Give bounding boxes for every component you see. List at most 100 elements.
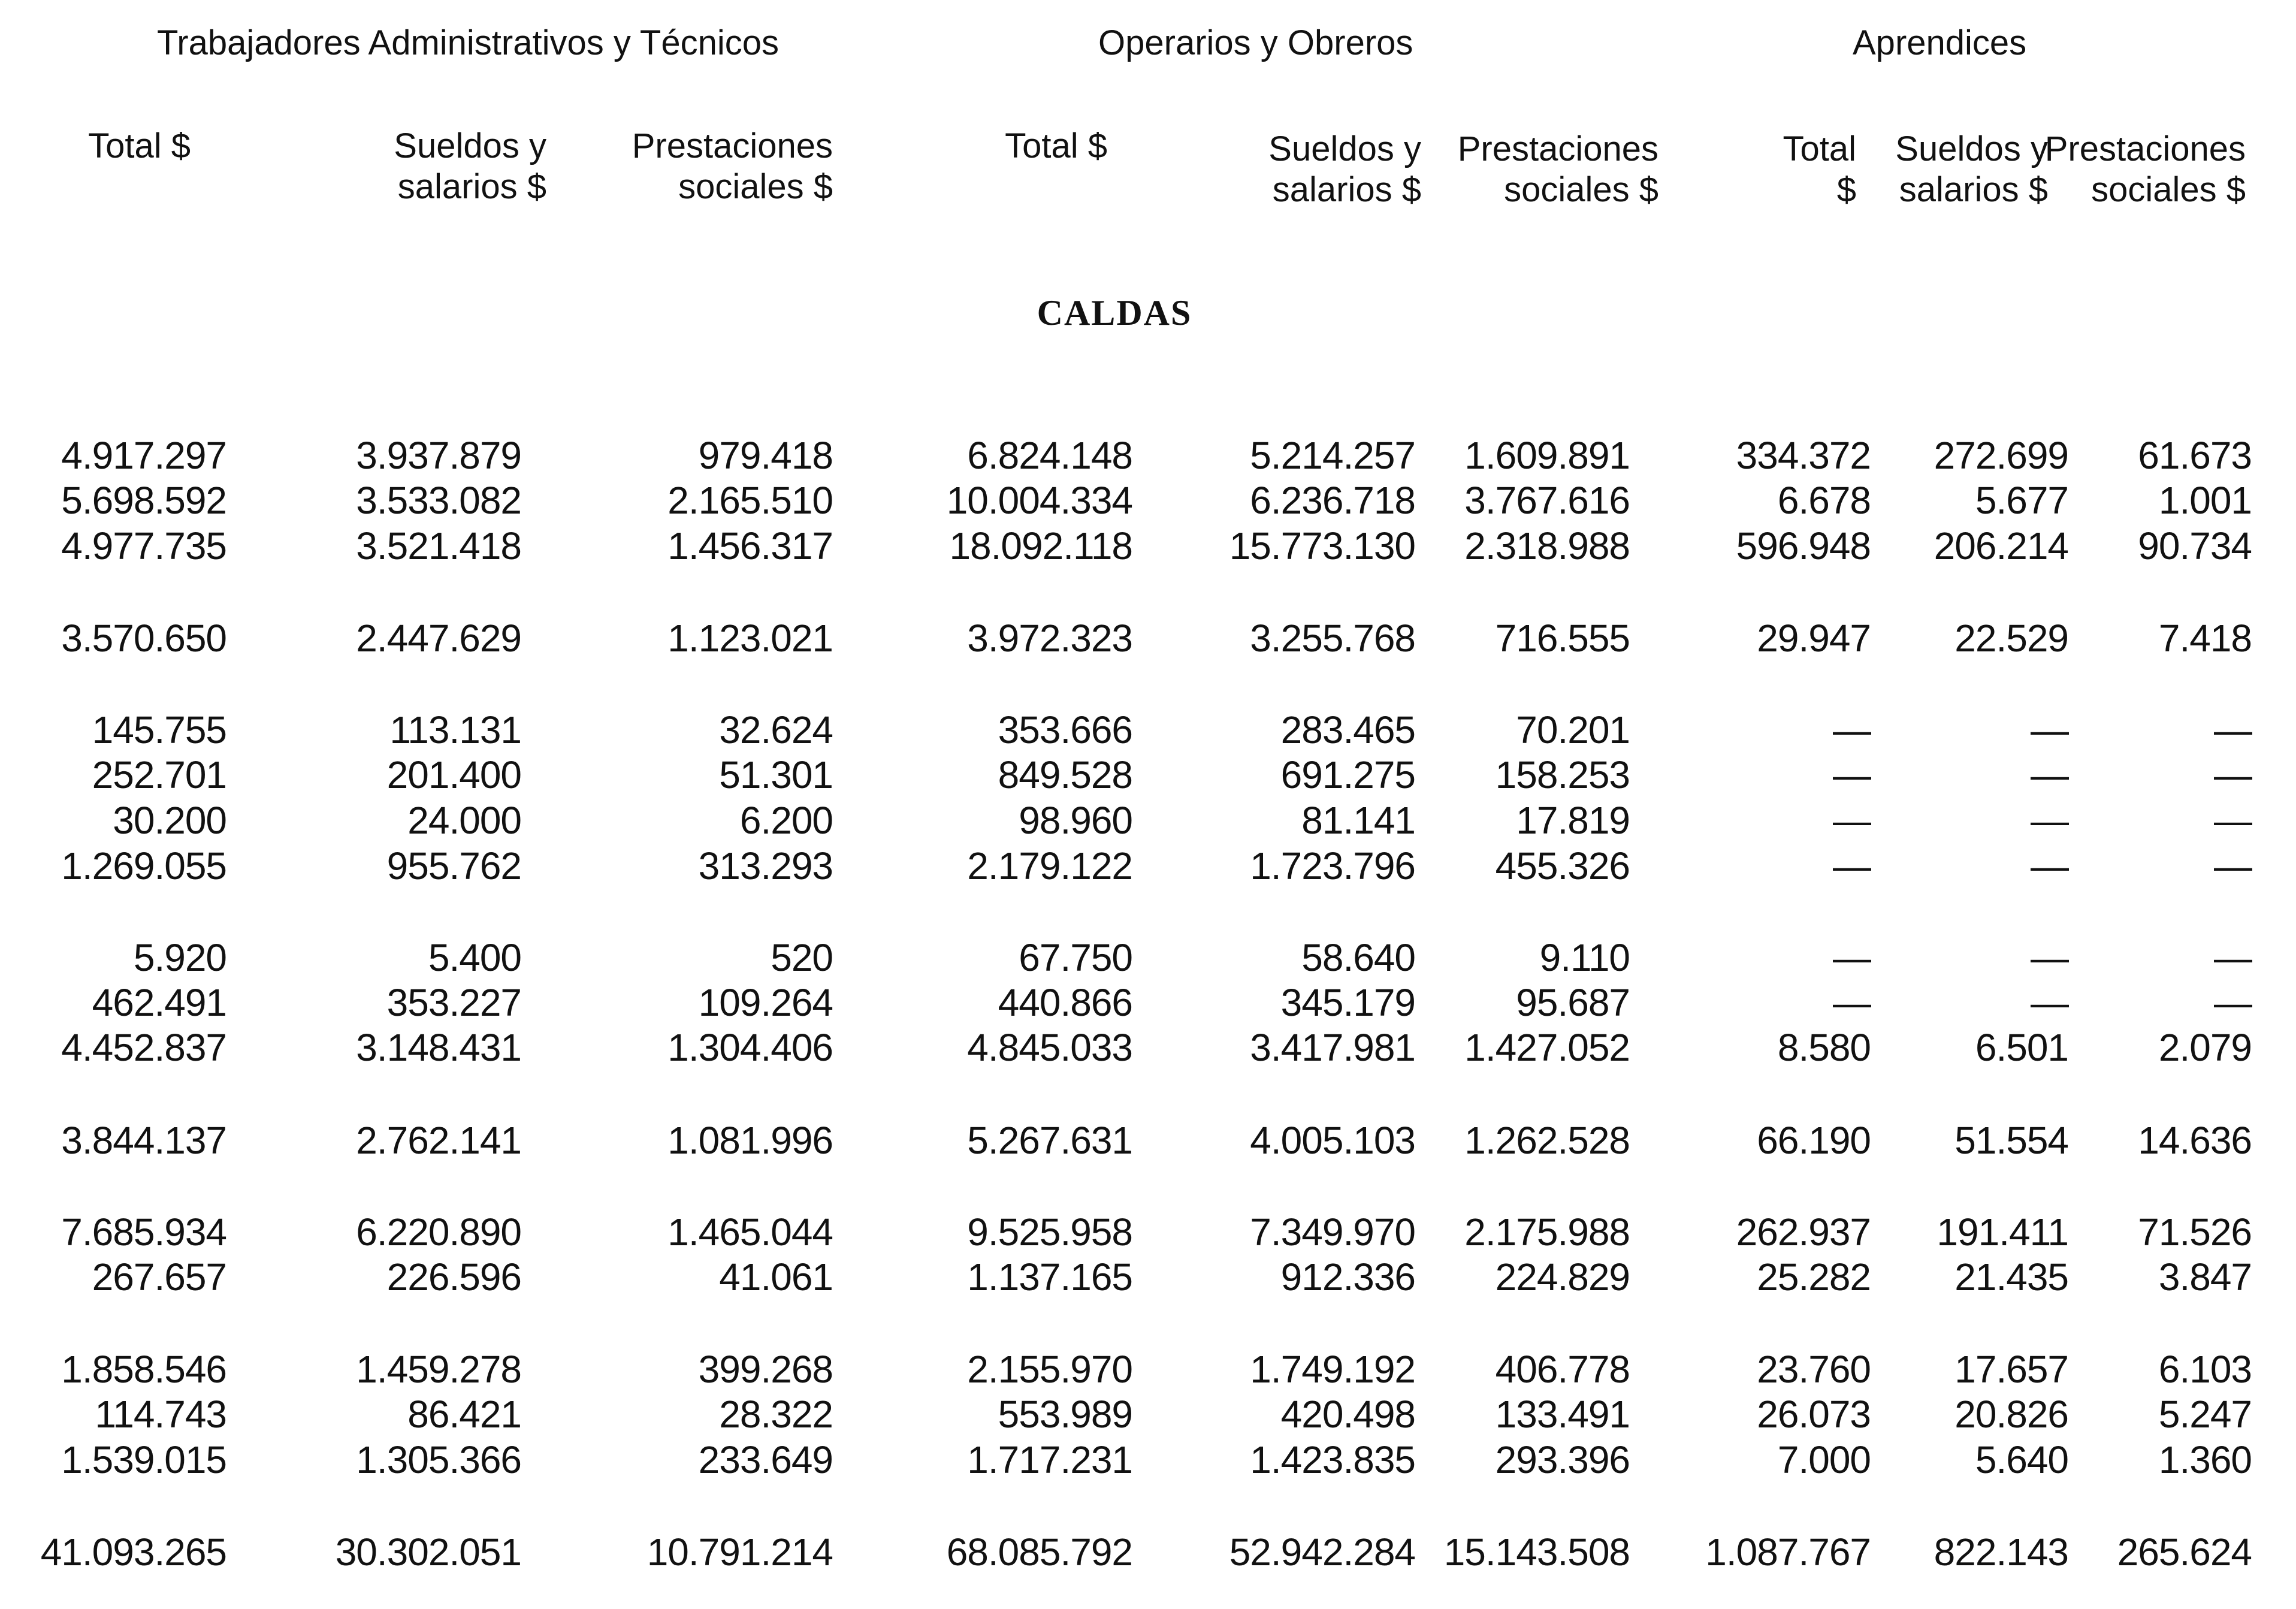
table-cell: 10.004.334: [946, 479, 1133, 522]
table-cell: —: [1833, 936, 1871, 979]
table-cell: 5.400: [428, 936, 522, 979]
table-cell: 5.214.257: [1250, 434, 1416, 477]
table-cell: 691.275: [1280, 753, 1416, 796]
table-cell: 158.253: [1495, 753, 1630, 796]
table-row: 462.491 353.227 109.264 440.866 345.179 95.68…: [0, 982, 2296, 1024]
table-cell: 1.858.546: [61, 1348, 227, 1391]
group-header-aprendices: Aprendices: [1853, 23, 2027, 62]
table-cell: 420.498: [1280, 1393, 1416, 1436]
table-cell: 67.750: [1019, 936, 1133, 979]
table-cell: 1.087.767: [1705, 1530, 1871, 1574]
table-cell: 6.236.718: [1250, 479, 1416, 522]
table-cell: 70.201: [1516, 708, 1630, 751]
table-cell: 1.717.231: [967, 1438, 1133, 1481]
table-cell: 6.220.890: [356, 1210, 522, 1254]
table-cell: 2.179.122: [967, 844, 1133, 887]
table-cell: 29.947: [1757, 617, 1871, 660]
table-cell: 41.061: [719, 1255, 833, 1299]
table-cell: 252.701: [92, 753, 227, 796]
table-cell: 440.866: [998, 981, 1133, 1024]
table-cell: 520: [771, 936, 833, 979]
table-row: 7.685.934 6.220.890 1.465.044 9.525.958 7.34…: [0, 1211, 2296, 1253]
table-cell: —: [1833, 799, 1871, 842]
table-cell: —: [2214, 981, 2252, 1024]
table-cell: 206.214: [1934, 524, 2069, 567]
table-cell: 15.143.508: [1443, 1530, 1630, 1574]
table-cell: 3.533.082: [356, 479, 522, 522]
table-cell: 262.937: [1736, 1210, 1871, 1254]
table-cell: 15.773.130: [1229, 524, 1416, 567]
column-header: Total $: [1783, 129, 1856, 209]
table-cell: 3.148.431: [356, 1026, 522, 1069]
table-cell: 23.760: [1757, 1348, 1871, 1391]
table-cell: —: [2031, 936, 2069, 979]
table-cell: 6.678: [1777, 479, 1871, 522]
table-cell: 1.081.996: [667, 1119, 833, 1162]
table-cell: 399.268: [698, 1348, 833, 1391]
table-cell: 293.396: [1495, 1438, 1630, 1481]
group-header-operarios: Operarios y Obreros: [1098, 23, 1413, 62]
table-cell: 201.400: [386, 753, 522, 796]
table-cell: 1.723.796: [1250, 844, 1416, 887]
table-cell: 95.687: [1516, 981, 1630, 1024]
table-cell: 1.539.015: [61, 1438, 227, 1481]
table-cell: 2.762.141: [356, 1119, 522, 1162]
table-row: 4.452.837 3.148.431 1.304.406 4.845.033 3.41…: [0, 1027, 2296, 1068]
table-cell: 4.005.103: [1250, 1119, 1416, 1162]
table-cell: 10.791.214: [646, 1530, 833, 1574]
table-cell: 1.427.052: [1464, 1026, 1630, 1069]
table-cell: 2.165.510: [667, 479, 833, 522]
group-header-admin: Trabajadores Administrativos y Técnicos: [157, 23, 779, 62]
table-cell: 3.847: [2158, 1255, 2252, 1299]
table-cell: 90.734: [2138, 524, 2252, 567]
table-cell: —: [1833, 844, 1871, 887]
table-cell: 30.200: [113, 799, 227, 842]
table-cell: 1.749.192: [1250, 1348, 1416, 1391]
table-cell: 2.318.988: [1464, 524, 1630, 567]
table-cell: —: [1833, 981, 1871, 1024]
table-cell: —: [1833, 753, 1871, 796]
table-cell: 7.349.970: [1250, 1210, 1416, 1254]
table-cell: 3.255.768: [1250, 617, 1416, 660]
table-cell: 24.000: [407, 799, 522, 842]
table-cell: 86.421: [407, 1393, 522, 1436]
table-cell: 6.824.148: [967, 434, 1133, 477]
table-cell: 109.264: [698, 981, 833, 1024]
table-cell: 3.521.418: [356, 524, 522, 567]
table-cell: 61.673: [2138, 434, 2252, 477]
table-row: 267.657 226.596 41.061 1.137.165 912.336 224.…: [0, 1256, 2296, 1298]
table-cell: 41.093.265: [40, 1530, 227, 1574]
table-row: 5.920 5.400 520 67.750 58.640 9.110 — — —: [0, 937, 2296, 979]
table-cell: 5.920: [133, 936, 227, 979]
table-cell: 849.528: [998, 753, 1133, 796]
table-cell: 145.755: [92, 708, 227, 751]
table-cell: —: [2031, 981, 2069, 1024]
table-cell: 58.640: [1301, 936, 1416, 979]
table-cell: 22.529: [1954, 617, 2069, 660]
table-cell: 51.554: [1954, 1119, 2069, 1162]
total-row: 41.093.265 30.302.051 10.791.214 68.085.792…: [0, 1531, 2296, 1573]
table-cell: 265.624: [2117, 1530, 2252, 1574]
table-cell: 224.829: [1495, 1255, 1630, 1299]
table-cell: 52.942.284: [1229, 1530, 1416, 1574]
column-header: Prestaciones sociales $: [2044, 129, 2246, 209]
table-cell: 5.267.631: [967, 1119, 1133, 1162]
table-cell: 4.845.033: [967, 1026, 1133, 1069]
table-cell: 18.092.118: [949, 524, 1133, 567]
table-cell: 233.649: [698, 1438, 833, 1481]
table-row: 30.200 24.000 6.200 98.960 81.141 17.819 — — —: [0, 799, 2296, 841]
region-title: CALDAS: [1037, 293, 1192, 333]
table-cell: 1.456.317: [667, 524, 833, 567]
table-row: 145.755 113.131 32.624 353.666 283.465 70.201…: [0, 709, 2296, 751]
table-cell: 2.155.970: [967, 1348, 1133, 1391]
column-header: Sueldos y salarios $: [394, 126, 546, 206]
table-cell: —: [2031, 708, 2069, 751]
table-cell: —: [2214, 708, 2252, 751]
table-cell: 51.301: [719, 753, 833, 796]
table-cell: 21.435: [1954, 1255, 2069, 1299]
table-cell: 9.110: [1539, 936, 1630, 979]
table-cell: —: [2031, 844, 2069, 887]
table-row: 114.743 86.421 28.322 553.989 420.498 133.491…: [0, 1393, 2296, 1435]
table-cell: 955.762: [386, 844, 522, 887]
